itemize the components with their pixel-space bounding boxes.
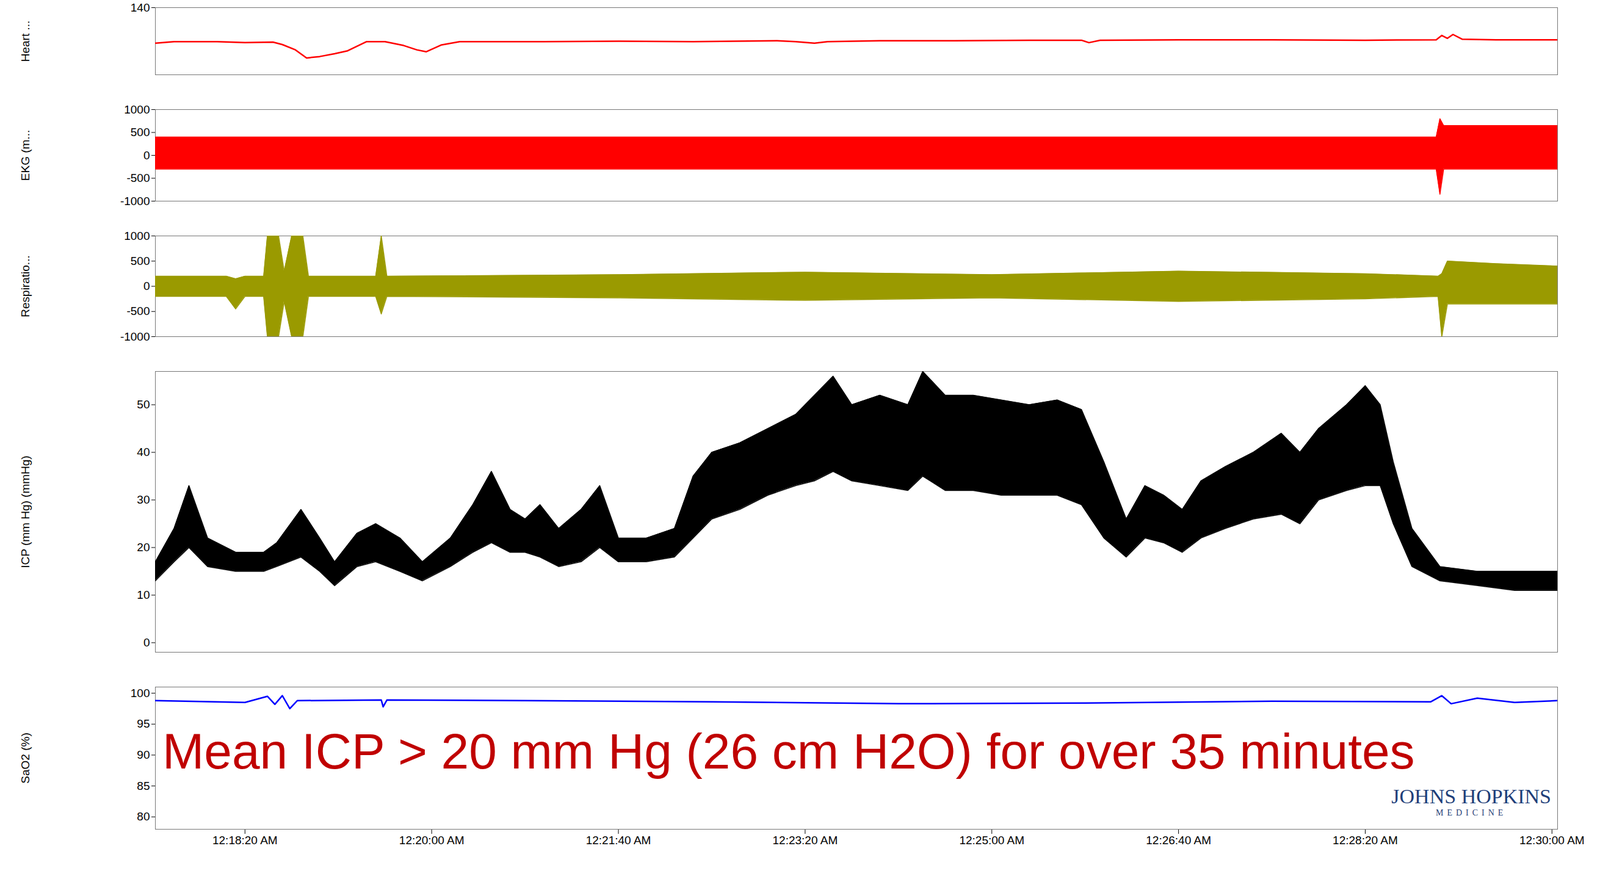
html-text:MEDICINE: MEDICINE xyxy=(1435,808,1507,818)
svg-text:1000: 1000 xyxy=(123,103,150,116)
svg-text:140: 140 xyxy=(130,1,151,15)
html-text:JOHNS HOPKINS: JOHNS HOPKINS xyxy=(1391,785,1552,808)
html-text:Mean ICP > 20 mm Hg (26 cm H2O: Mean ICP > 20 mm Hg (26 cm H2O) for over… xyxy=(162,723,1415,779)
svg-text:EKG (m...: EKG (m... xyxy=(18,130,32,181)
svg-text:80: 80 xyxy=(136,810,150,823)
svg-text:500: 500 xyxy=(130,125,151,139)
svg-text:-1000: -1000 xyxy=(120,330,151,344)
svg-text:12:28:20 AM: 12:28:20 AM xyxy=(1332,833,1398,847)
svg-text:0: 0 xyxy=(143,279,151,293)
svg-text:1000: 1000 xyxy=(123,229,150,243)
svg-text:12:18:20 AM: 12:18:20 AM xyxy=(212,833,278,847)
svg-text:12:20:00 AM: 12:20:00 AM xyxy=(399,833,465,847)
svg-text:-500: -500 xyxy=(126,171,150,185)
svg-text:12:30:00 AM: 12:30:00 AM xyxy=(1519,833,1585,847)
svg-text:12:21:40 AM: 12:21:40 AM xyxy=(586,833,652,847)
svg-text:500: 500 xyxy=(130,254,151,268)
svg-text:95: 95 xyxy=(136,717,150,731)
svg-text:0: 0 xyxy=(143,636,151,649)
svg-text:100: 100 xyxy=(130,686,151,700)
svg-text:30: 30 xyxy=(136,493,150,507)
svg-text:Respiratio...: Respiratio... xyxy=(18,255,32,317)
svg-text:12:26:40 AM: 12:26:40 AM xyxy=(1145,833,1212,847)
svg-text:10: 10 xyxy=(136,588,150,602)
svg-text:85: 85 xyxy=(136,779,150,793)
svg-text:SaO2 (%): SaO2 (%) xyxy=(18,732,32,784)
svg-text:12:23:20 AM: 12:23:20 AM xyxy=(772,833,839,847)
svg-text:50: 50 xyxy=(136,398,150,411)
svg-text:-1000: -1000 xyxy=(120,194,151,208)
svg-text:ICP (mm Hg) (mmHg): ICP (mm Hg) (mmHg) xyxy=(18,455,32,568)
svg-text:20: 20 xyxy=(136,540,150,554)
svg-text:Heart ...: Heart ... xyxy=(18,20,32,63)
svg-text:90: 90 xyxy=(136,748,150,762)
svg-text:-500: -500 xyxy=(126,304,150,318)
svg-text:0: 0 xyxy=(143,148,151,162)
svg-text:12:25:00 AM: 12:25:00 AM xyxy=(959,833,1025,847)
svg-text:40: 40 xyxy=(136,445,150,459)
